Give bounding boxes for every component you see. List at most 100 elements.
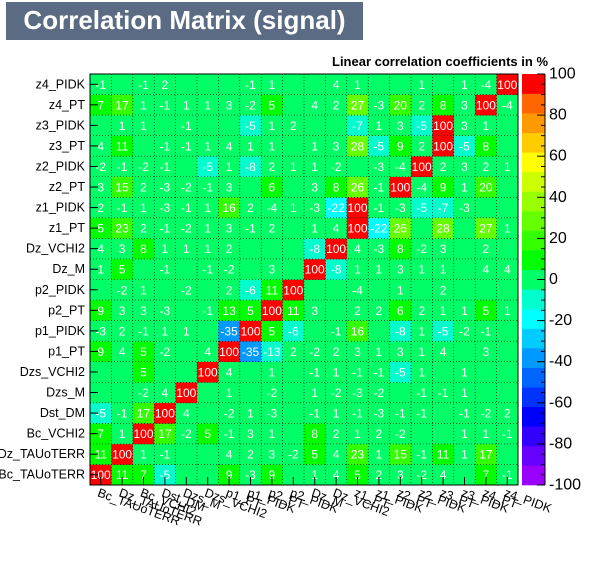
cell-value: 28 (436, 222, 450, 236)
heatmap-cell (197, 382, 219, 404)
cell-value: 1 (269, 365, 276, 379)
cell-value: -2 (245, 98, 256, 112)
heatmap-cell (325, 382, 348, 404)
heatmap-cell (111, 197, 134, 219)
heatmap-cell (475, 258, 497, 280)
cell-value: 2 (483, 160, 490, 174)
heatmap-cell (132, 279, 155, 301)
cell-value: 6 (269, 181, 276, 195)
cell-value: 1 (204, 201, 211, 215)
cell-value: 100 (433, 119, 453, 133)
cell-value: 3 (226, 222, 233, 236)
heatmap-cell (90, 176, 112, 198)
cell-value: 1 (504, 304, 511, 318)
heatmap-cell (90, 361, 112, 383)
cell-value: 1 (461, 427, 468, 441)
heatmap-cell (132, 361, 155, 383)
heatmap-cell (346, 197, 369, 219)
cell-value: -4 (352, 283, 363, 297)
heatmap-cell (411, 464, 433, 486)
heatmap-cell (175, 217, 198, 239)
cell-value: 2 (418, 139, 425, 153)
cell-value: 2 (333, 427, 340, 441)
cell-value: 100 (219, 345, 239, 359)
cell-value: 1 (140, 201, 147, 215)
cell-value: 8 (440, 98, 447, 112)
heatmap-cell (411, 156, 433, 178)
color-scale-segment (522, 93, 545, 114)
heatmap-cell (282, 320, 305, 342)
cell-value: 1 (461, 78, 468, 92)
heatmap-cell (453, 258, 476, 280)
cell-value: -4 (481, 78, 492, 92)
cell-value: 100 (283, 283, 303, 297)
heatmap-cell (389, 94, 412, 116)
cell-value: 6 (397, 304, 404, 318)
heatmap-cell (304, 217, 326, 239)
heatmap-cell (132, 300, 155, 321)
heatmap-cell (411, 423, 433, 445)
cell-value: 2 (97, 201, 104, 215)
heatmap-cell (411, 115, 433, 136)
heatmap-cell (346, 300, 369, 321)
cell-value: 1 (204, 98, 211, 112)
heatmap-cell (197, 197, 219, 219)
cell-value: 3 (119, 304, 126, 318)
heatmap-cell (389, 443, 412, 465)
heatmap-cell (368, 464, 390, 486)
heatmap-cell (90, 238, 112, 260)
heatmap-cell (132, 156, 155, 178)
heatmap-cell (304, 135, 326, 157)
y-axis-label: z2_PT (49, 180, 85, 194)
cell-value: 1 (461, 448, 468, 462)
cell-value: 2 (376, 427, 383, 441)
cell-value: -1 (352, 407, 363, 421)
heatmap-cell (475, 464, 497, 486)
cell-value: 5 (140, 365, 147, 379)
heatmap-cell (239, 320, 262, 342)
y-axis-label: z4_PT (49, 98, 85, 112)
heatmap-cell (197, 217, 219, 239)
heatmap-cell (325, 279, 348, 301)
cell-value: 1 (333, 407, 340, 421)
heatmap-cell (325, 423, 348, 445)
cell-value: -2 (459, 324, 470, 338)
y-axis-label: z4_PIDK (36, 77, 86, 91)
heatmap-cell (368, 197, 390, 219)
cell-value: -1 (309, 407, 320, 421)
cell-value: 1 (269, 427, 276, 441)
cell-value: 7 (483, 468, 490, 482)
x-axis-label: z4_PIDK (502, 486, 554, 516)
cell-value: 1 (376, 263, 383, 277)
heatmap-cell (325, 402, 348, 424)
heatmap-cell (197, 115, 219, 136)
cell-value: -2 (416, 242, 427, 256)
heatmap-cell (304, 258, 326, 280)
cell-value: -2 (288, 448, 299, 462)
heatmap-cell (90, 197, 112, 219)
heatmap-cell (304, 197, 326, 219)
heatmap-cell (432, 382, 455, 404)
heatmap-cell (90, 74, 112, 95)
heatmap-cell (175, 341, 198, 362)
cell-value: 100 (133, 427, 153, 441)
cell-value: 5 (140, 345, 147, 359)
heatmap-cell (453, 279, 476, 301)
heatmap-cell (132, 135, 155, 157)
heatmap-cell (496, 402, 519, 424)
color-scale-segment (522, 445, 545, 466)
cell-value: 2 (226, 242, 233, 256)
heatmap-cell (282, 402, 305, 424)
heatmap-cell (90, 320, 112, 342)
cell-value: 3 (226, 98, 233, 112)
cell-value: 1 (290, 201, 297, 215)
heatmap-cell (154, 176, 176, 198)
cell-value: 4 (226, 448, 233, 462)
cell-value: -1 (416, 407, 427, 421)
cell-value: 4 (119, 345, 126, 359)
heatmap-cell (325, 341, 348, 362)
heatmap-cell (154, 464, 176, 486)
heatmap-cell (411, 300, 433, 321)
cell-value: 4 (311, 98, 318, 112)
heatmap-cell (132, 217, 155, 239)
